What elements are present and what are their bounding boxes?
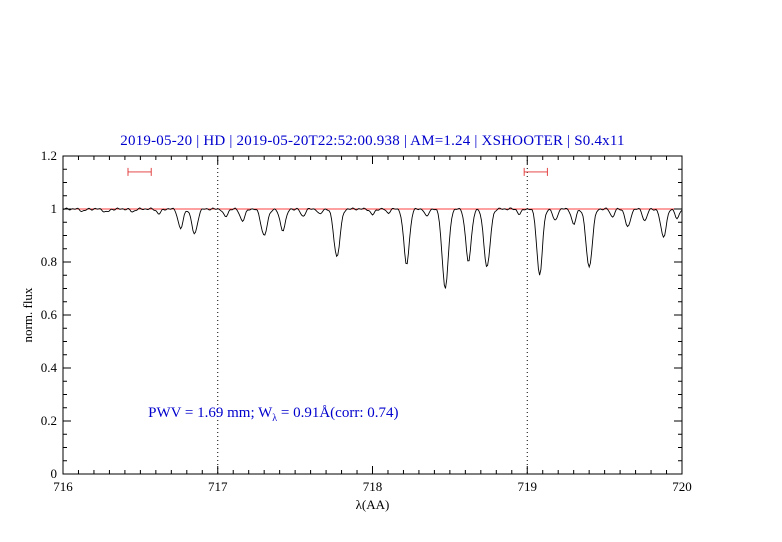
x-axis-label: λ(AA) (355, 497, 390, 512)
y-axis-label: norm. flux (20, 287, 35, 343)
y-tick-label: 0 (51, 466, 58, 481)
pwv-annotation-prefix: PWV = 1.69 mm; W (148, 405, 273, 421)
x-tick-label: 717 (208, 479, 228, 494)
pwv-annotation-suffix: = 0.91Å(corr: 0.74) (277, 405, 399, 421)
y-tick-label: 1.2 (41, 148, 57, 163)
plot-title: 2019-05-20 | HD | 2019-05-20T22:52:00.93… (120, 133, 625, 149)
pwv-annotation: PWV = 1.69 mm; Wλ = 0.91Å(corr: 0.74) (148, 405, 398, 424)
pwv-annotation-subscript: λ (272, 413, 278, 424)
x-tick-label: 719 (518, 479, 538, 494)
y-tick-label: 1 (51, 201, 58, 216)
y-tick-label: 0.8 (41, 254, 57, 269)
y-tick-label: 0.4 (41, 360, 58, 375)
x-tick-label: 720 (672, 479, 692, 494)
y-tick-label: 0.6 (41, 307, 58, 322)
x-tick-label: 718 (363, 479, 383, 494)
y-tick-label: 0.2 (41, 413, 57, 428)
x-tick-label: 716 (53, 479, 73, 494)
